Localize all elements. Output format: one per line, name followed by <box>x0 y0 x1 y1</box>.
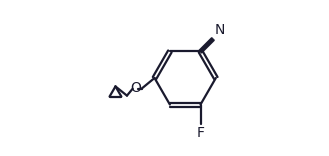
Text: N: N <box>215 23 225 37</box>
Text: O: O <box>130 81 141 95</box>
Text: F: F <box>196 126 205 140</box>
